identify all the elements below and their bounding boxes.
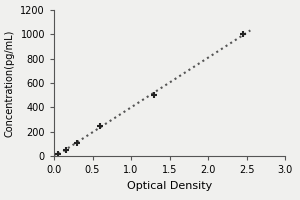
X-axis label: Optical Density: Optical Density [127,181,212,191]
Y-axis label: Concentration(pg/mL): Concentration(pg/mL) [5,29,15,137]
